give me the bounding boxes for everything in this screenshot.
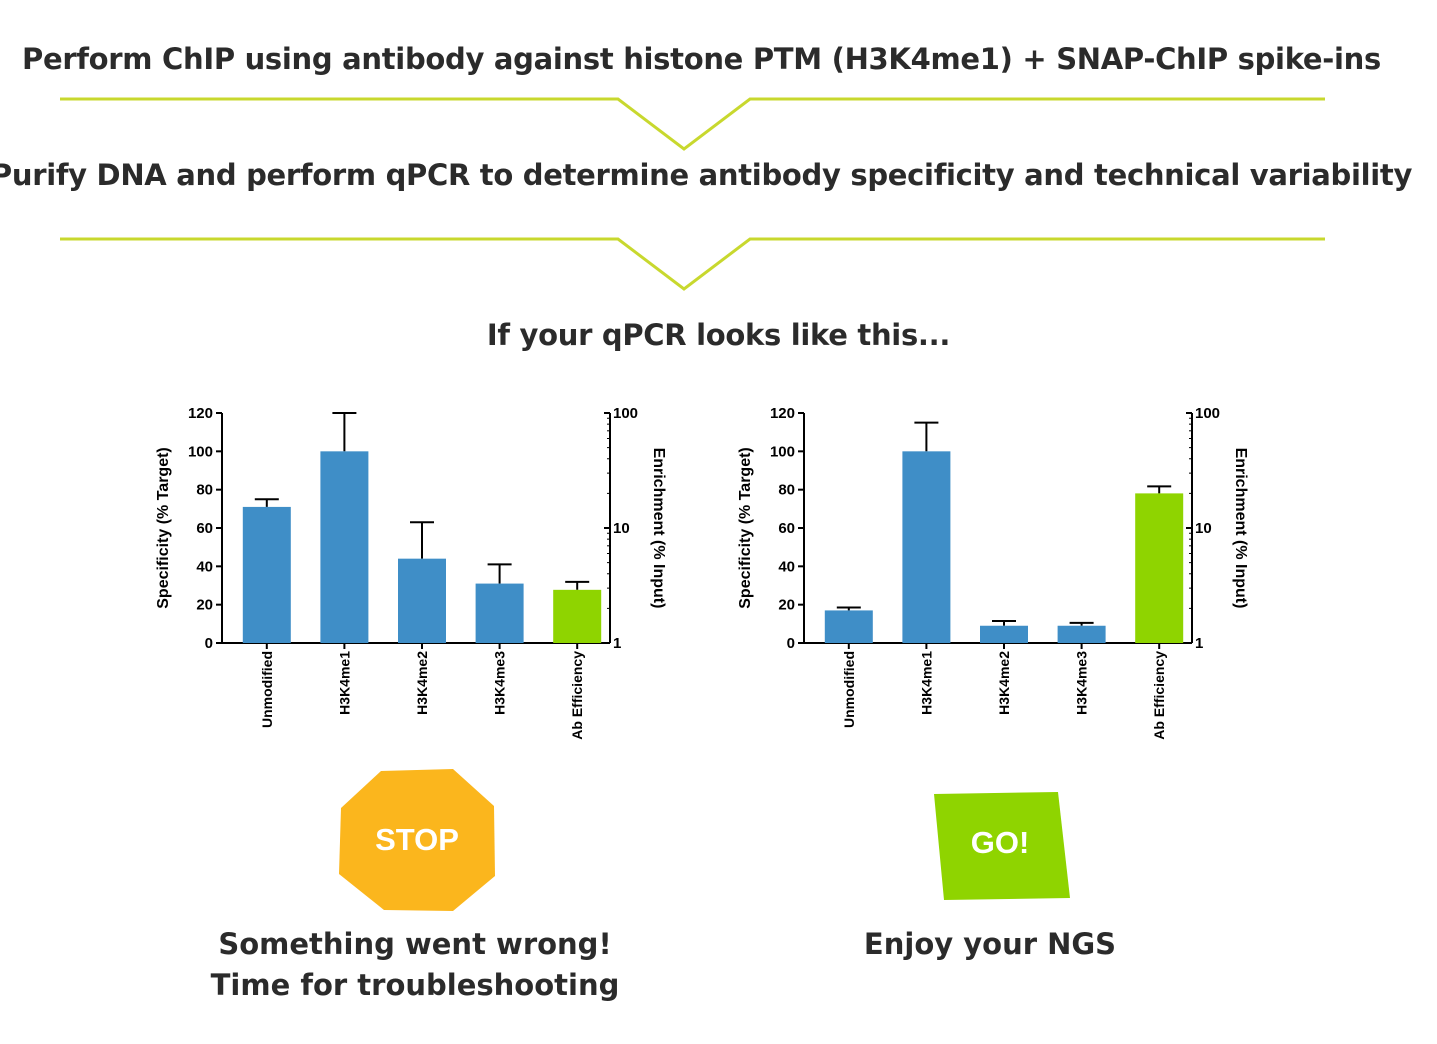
x-tick-label: Ab Efficiency — [1151, 651, 1167, 740]
go-label: GO! — [970, 825, 1030, 860]
y-tick-label: 80 — [196, 482, 213, 499]
step-2-heading: Purify DNA and perform qPCR to determine… — [0, 158, 1413, 192]
bar — [1135, 493, 1184, 643]
qpcr-prompt: If your qPCR looks like this... — [486, 318, 951, 352]
y-tick-label: 120 — [770, 405, 795, 422]
bar — [398, 558, 446, 643]
y2-tick-label: 1 — [1195, 635, 1203, 652]
x-tick-label: H3K4me3 — [1074, 651, 1090, 715]
x-tick-label: H3K4me1 — [918, 651, 934, 715]
y2-tick-label: 10 — [613, 520, 630, 537]
chart-good-specificity: 0 20 40 60 80 100 120 Specificity (% Target) 1 10… — [737, 405, 1249, 740]
go-outcome-text: Enjoy your NGS — [740, 924, 1240, 965]
bar — [824, 610, 873, 643]
y-tick-label: 40 — [196, 558, 213, 575]
y-tick-label: 40 — [778, 558, 795, 575]
bar — [1057, 625, 1106, 643]
x-tick-label: Unmodified — [841, 651, 857, 728]
bar — [553, 589, 602, 643]
x-tick-label: Unmodified — [259, 651, 275, 728]
y-axis-label: Specificity (% Target) — [155, 447, 172, 609]
x-tick-label: Ab Efficiency — [569, 651, 585, 740]
x-tick-label: H3K4me3 — [492, 651, 508, 715]
go-sign-icon — [934, 792, 1070, 900]
y-tick-label: 100 — [770, 443, 795, 460]
y-tick-label: 80 — [778, 482, 795, 499]
y-tick-label: 20 — [778, 597, 795, 614]
y2-axis-label: Enrichment (% Input) — [1232, 448, 1249, 609]
y2-tick-label: 10 — [1195, 520, 1212, 537]
x-tick-label: H3K4me2 — [414, 651, 430, 715]
bar — [242, 506, 291, 643]
y-tick-label: 20 — [196, 597, 213, 614]
y2-axis-label: Enrichment (% Input) — [650, 448, 667, 609]
y-tick-label: 0 — [787, 635, 795, 652]
y2-tick-label: 1 — [613, 635, 621, 652]
y-tick-label: 120 — [188, 405, 213, 422]
bar — [475, 583, 524, 643]
y-tick-label: 0 — [205, 635, 213, 652]
stop-label: STOP — [375, 822, 459, 857]
stop-outcome-line-2: Time for troubleshooting — [210, 968, 620, 1002]
chevron-down-icon — [60, 237, 1325, 291]
step-1-heading: Perform ChIP using antibody against hist… — [22, 42, 1381, 76]
chart-bad-specificity: 0 20 40 60 80 100 120 Specificity (% Target) 1 10… — [155, 405, 667, 740]
stop-outcome-line-1: Something went wrong! — [218, 927, 612, 961]
bar — [320, 451, 369, 643]
y-axis-label: Specificity (% Target) — [737, 447, 754, 609]
y-tick-label: 60 — [778, 520, 795, 537]
stop-sign-icon — [339, 769, 495, 911]
y-tick-label: 60 — [196, 520, 213, 537]
stop-outcome-text: Something went wrong! Time for troublesh… — [165, 924, 665, 1006]
chevron-down-icon — [60, 97, 1325, 151]
y2-tick-label: 100 — [613, 405, 638, 422]
go-outcome-line: Enjoy your NGS — [863, 927, 1117, 961]
x-tick-label: H3K4me1 — [336, 651, 352, 715]
x-tick-label: H3K4me2 — [996, 651, 1012, 715]
bar — [980, 625, 1028, 643]
y-tick-label: 100 — [188, 443, 213, 460]
y2-tick-label: 100 — [1195, 405, 1220, 422]
bar — [902, 451, 951, 643]
